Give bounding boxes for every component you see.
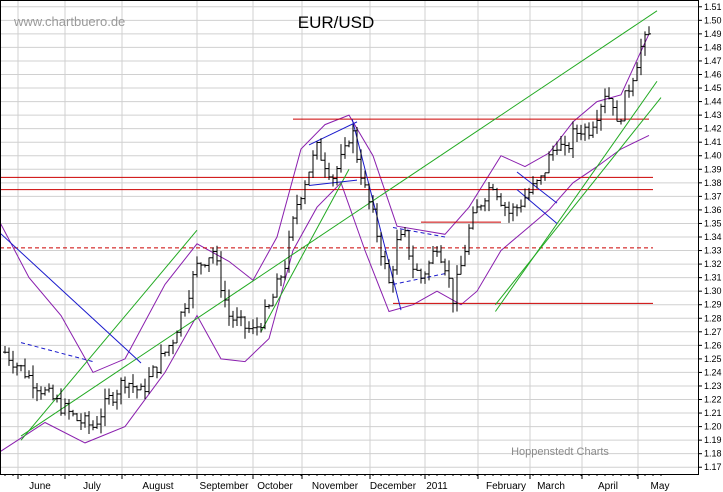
y-tick-label: 1.31 [704,273,722,283]
y-tick-label: 1.51 [704,2,722,12]
x-tick-label: December [370,481,417,492]
x-tick-label: October [257,481,293,492]
x-tick-label: May [651,481,670,492]
y-tick-label: 1.43 [704,110,722,120]
chart-credit: Hoppenstedt Charts [511,446,609,458]
y-tick-label: 1.49 [704,29,722,39]
trend-line [260,169,350,333]
y-tick-label: 1.18 [704,449,722,459]
y-tick-label: 1.30 [704,286,722,296]
x-tick-label: August [142,481,173,492]
y-tick-label: 1.25 [704,354,722,364]
y-tick-label: 1.19 [704,435,722,445]
x-tick-label: February [486,481,526,492]
y-tick-label: 1.45 [704,83,722,93]
y-tick-label: 1.42 [704,124,722,134]
x-tick-label: November [312,481,359,492]
y-tick-label: 1.20 [704,422,722,432]
y-tick-label: 1.46 [704,69,722,79]
x-tick-label: September [200,481,250,492]
chart-title: EUR/USD [298,13,375,32]
y-tick-label: 1.34 [704,232,722,242]
x-tick-label: June [29,481,51,492]
y-tick-label: 1.36 [704,205,722,215]
y-tick-label: 1.27 [704,327,722,337]
x-tick-label: March [537,481,565,492]
y-tick-label: 1.29 [704,300,722,310]
price-bars [3,26,651,435]
trend-line [308,121,358,146]
y-tick-label: 1.50 [704,15,722,25]
y-tick-label: 1.24 [704,367,722,377]
trend-line [0,232,142,364]
y-axis: 1.17 1.18 1.19 1.20 1.21 1.22 1.23 1.24 1.25 1.26… [698,2,722,472]
y-tick-label: 1.22 [704,395,722,405]
x-tick-label: July [83,481,101,492]
y-tick-label: 1.28 [704,313,722,323]
y-tick-label: 1.38 [704,178,722,188]
dashed-channel-line [392,227,446,238]
y-tick-label: 1.39 [704,164,722,174]
x-tick-label: 2011 [426,481,448,492]
x-axis: June July August September October November De… [4,474,670,492]
y-tick-label: 1.40 [704,151,722,161]
trend-line [495,97,662,306]
y-tick-label: 1.48 [704,42,722,52]
y-tick-label: 1.47 [704,56,722,66]
dashed-channel-line [20,342,94,363]
y-tick-label: 1.35 [704,218,722,228]
dashed-channel-line [392,273,446,285]
trend-line [494,80,658,312]
y-tick-label: 1.21 [704,408,722,418]
y-tick-label: 1.17 [704,462,722,472]
y-tick-label: 1.26 [704,340,722,350]
x-tick-label: April [598,481,618,492]
y-tick-label: 1.23 [704,381,722,391]
y-tick-label: 1.32 [704,259,722,269]
y-tick-label: 1.44 [704,97,722,107]
y-tick-label: 1.41 [704,137,722,147]
bollinger-lower-line [0,134,650,453]
y-tick-label: 1.37 [704,191,722,201]
trend-line [516,189,558,224]
trend-line [20,10,658,437]
watermark: www.chartbuero.de [13,14,125,29]
y-tick-label: 1.33 [704,246,722,256]
trend-line [20,229,198,441]
